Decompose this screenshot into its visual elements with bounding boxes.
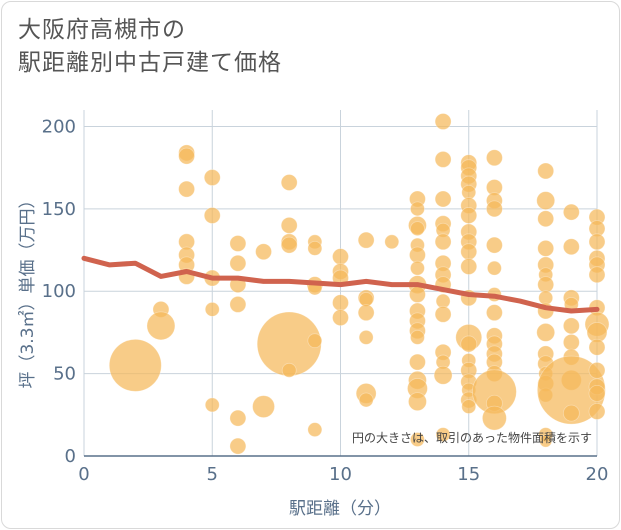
data-point — [485, 236, 503, 254]
data-point — [358, 392, 374, 408]
data-point — [537, 162, 555, 180]
data-point — [229, 437, 247, 455]
data-point — [588, 266, 606, 284]
data-point — [562, 203, 580, 221]
data-point — [146, 311, 176, 341]
data-point — [307, 240, 323, 256]
data-point — [434, 305, 452, 323]
data-point — [178, 180, 196, 198]
bubbles — [108, 113, 610, 455]
data-point — [307, 333, 323, 349]
data-point — [410, 260, 425, 276]
data-point — [332, 309, 349, 327]
data-point — [203, 207, 221, 224]
y-axis-label: 坪（3.3㎡）単価（万円） — [18, 191, 38, 388]
data-point — [588, 361, 606, 379]
data-point — [229, 409, 247, 427]
data-point — [410, 201, 425, 217]
data-point — [178, 147, 196, 165]
data-point — [434, 233, 452, 251]
x-tick-label: 10 — [329, 464, 352, 485]
data-point — [486, 260, 502, 276]
data-point — [537, 210, 555, 228]
data-point — [460, 335, 478, 353]
data-point — [409, 353, 426, 371]
data-point — [536, 191, 556, 211]
data-point — [588, 233, 606, 251]
data-point — [358, 329, 374, 345]
x-tick-label: 5 — [207, 464, 218, 485]
data-point — [485, 149, 503, 167]
data-point — [409, 246, 426, 264]
data-point — [229, 296, 247, 313]
data-point — [536, 323, 556, 342]
data-point — [307, 422, 323, 438]
data-point — [280, 216, 298, 234]
data-point — [229, 254, 247, 272]
data-point — [588, 384, 606, 402]
y-tick-label: 50 — [53, 364, 76, 385]
data-point — [409, 286, 426, 303]
data-point — [562, 333, 580, 351]
data-point — [588, 338, 606, 356]
data-point — [433, 365, 453, 385]
data-point — [588, 403, 606, 420]
data-point — [434, 190, 452, 208]
y-tick-label: 0 — [65, 446, 76, 467]
data-point — [332, 294, 349, 312]
title-line-1: 大阪府高槻市の — [18, 17, 186, 43]
data-point — [461, 399, 477, 414]
y-tick-label: 150 — [42, 199, 76, 220]
data-point — [410, 221, 425, 237]
chart-title: 大阪府高槻市の 駅距離別中古戸建て価格 — [18, 14, 282, 80]
data-point — [485, 304, 503, 322]
data-point — [252, 395, 275, 418]
data-point — [203, 169, 221, 186]
data-point — [435, 427, 451, 442]
size-annotation: 円の大きさは、取引のあった物件面積を示す — [352, 430, 592, 445]
data-point — [562, 238, 580, 256]
data-point — [280, 174, 298, 191]
data-point — [434, 113, 452, 130]
data-point — [562, 317, 580, 335]
x-tick-label: 15 — [457, 464, 480, 485]
data-point — [280, 236, 298, 254]
data-point — [410, 432, 425, 447]
data-point — [536, 355, 606, 425]
data-point — [460, 243, 478, 261]
data-point — [562, 404, 580, 422]
title-line-2: 駅距離別中古戸建て価格 — [18, 50, 282, 76]
data-point — [332, 248, 349, 266]
data-point — [255, 243, 272, 261]
data-point — [481, 405, 507, 431]
x-axis-label: 駅距離（分） — [289, 499, 391, 519]
data-point — [537, 239, 555, 257]
data-point — [204, 301, 220, 317]
data-point — [460, 207, 478, 224]
data-point — [485, 200, 503, 218]
data-point — [384, 234, 400, 250]
data-point — [537, 276, 555, 294]
trend-line — [81, 255, 600, 314]
x-tick-label: 0 — [78, 464, 89, 485]
y-tick-label: 200 — [42, 116, 76, 137]
data-point — [108, 338, 162, 392]
data-point — [460, 258, 478, 275]
data-point — [408, 392, 427, 412]
y-tick-label: 100 — [42, 281, 76, 302]
data-point — [434, 151, 452, 168]
data-point — [229, 235, 247, 252]
x-tick-label: 20 — [586, 464, 609, 485]
data-point — [357, 304, 375, 322]
data-point — [410, 329, 425, 345]
data-point — [357, 231, 375, 249]
data-point — [281, 362, 297, 378]
data-point — [204, 397, 220, 413]
data-point — [539, 434, 553, 448]
